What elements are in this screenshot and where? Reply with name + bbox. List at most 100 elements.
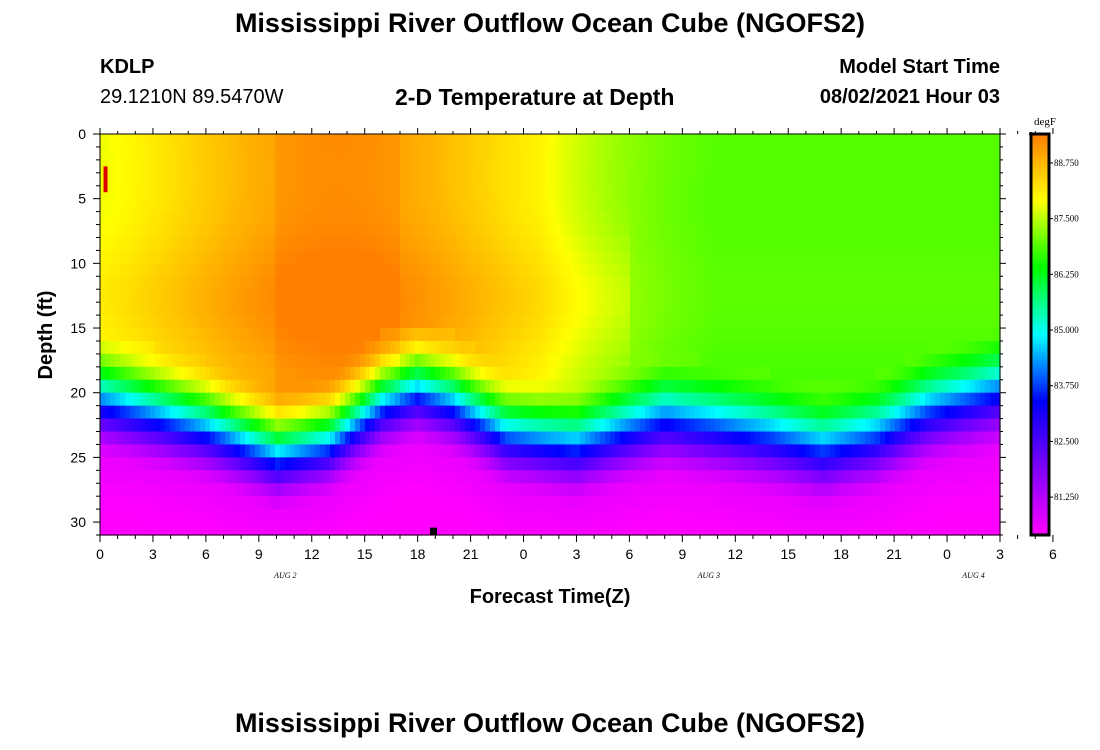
heatmap-cell <box>280 211 286 226</box>
heatmap-cell <box>315 431 321 446</box>
heatmap-cell <box>370 289 376 303</box>
heatmap-cell <box>140 366 146 381</box>
heatmap-cell <box>895 366 901 381</box>
heatmap-cell <box>195 198 201 213</box>
heatmap-cell <box>505 483 511 497</box>
heatmap-cell <box>870 444 876 458</box>
heatmap-cell <box>680 457 686 471</box>
heatmap-cell <box>120 198 126 213</box>
heatmap-cell <box>175 237 181 252</box>
heatmap-cell <box>210 302 216 316</box>
heatmap-cell <box>725 418 731 433</box>
heatmap-cell <box>745 185 751 200</box>
heatmap-cell <box>320 172 326 187</box>
heatmap-cell <box>825 379 831 394</box>
heatmap-cell <box>815 392 821 407</box>
heatmap-cell <box>785 224 791 239</box>
heatmap-cell <box>890 366 896 381</box>
heatmap-cell <box>215 302 221 316</box>
heatmap-cell <box>790 379 796 394</box>
heatmap-cell <box>835 328 841 342</box>
heatmap-cell <box>420 276 426 290</box>
heatmap-cell <box>240 379 246 394</box>
heatmap-cell <box>520 470 526 484</box>
heatmap-cell <box>180 366 186 381</box>
heatmap-cell <box>400 418 406 433</box>
heatmap-cell <box>800 315 806 329</box>
heatmap-cell <box>935 315 941 329</box>
heatmap-cell <box>370 470 376 484</box>
heatmap-cell <box>265 431 271 446</box>
heatmap-cell <box>710 483 716 497</box>
heatmap-cell <box>890 431 896 446</box>
heatmap-cell <box>515 470 521 484</box>
heatmap-cell <box>120 457 126 471</box>
heatmap-cell <box>965 379 971 394</box>
heatmap-cell <box>695 470 701 484</box>
heatmap-cell <box>755 379 761 394</box>
heatmap-cell <box>925 172 931 187</box>
heatmap-cell <box>905 224 911 239</box>
heatmap-cell <box>145 405 151 420</box>
heatmap-cell <box>145 263 151 277</box>
heatmap-cell <box>560 237 566 252</box>
heatmap-cell <box>830 263 836 277</box>
heatmap-cell <box>500 302 506 316</box>
heatmap-cell <box>865 289 871 303</box>
heatmap-cell <box>110 418 116 433</box>
heatmap-cell <box>900 134 906 148</box>
heatmap-cell <box>930 224 936 239</box>
heatmap-cell <box>990 146 996 161</box>
heatmap-cell <box>730 263 736 277</box>
heatmap-cell <box>905 263 911 277</box>
heatmap-cell <box>850 457 856 471</box>
heatmap-cell <box>720 263 726 277</box>
heatmap-cell <box>250 224 256 239</box>
heatmap-cell <box>760 315 766 329</box>
heatmap-cell <box>635 237 641 252</box>
heatmap-cell <box>120 470 126 484</box>
heatmap-cell <box>455 250 461 264</box>
heatmap-cell <box>230 276 236 290</box>
heatmap-cell <box>805 340 811 355</box>
heatmap-cell <box>560 302 566 316</box>
heatmap-cell <box>140 211 146 226</box>
heatmap-cell <box>250 159 256 174</box>
heatmap-cell <box>575 457 581 471</box>
heatmap-cell <box>930 159 936 174</box>
heatmap-cell <box>740 328 746 342</box>
heatmap-cell <box>160 263 166 277</box>
heatmap-cell <box>585 444 591 458</box>
heatmap-cell <box>970 302 976 316</box>
heatmap-cell <box>540 146 546 161</box>
heatmap-cell <box>440 289 446 303</box>
heatmap-cell <box>295 237 301 252</box>
heatmap-cell <box>380 470 386 484</box>
heatmap-cell <box>920 289 926 303</box>
heatmap-cell <box>300 263 306 277</box>
heatmap-cell <box>960 276 966 290</box>
heatmap-cell <box>855 263 861 277</box>
heatmap-cell <box>825 159 831 174</box>
heatmap-cell <box>650 159 656 174</box>
heatmap-cell <box>465 470 471 484</box>
heatmap-cell <box>550 263 556 277</box>
heatmap-cell <box>375 392 381 407</box>
heatmap-cell <box>390 146 396 161</box>
heatmap-cell <box>300 185 306 200</box>
heatmap-cell <box>895 405 901 420</box>
heatmap-cell <box>425 276 431 290</box>
heatmap-cell <box>670 366 676 381</box>
heatmap-cell <box>395 366 401 381</box>
heatmap-cell <box>915 431 921 446</box>
heatmap-cell <box>395 250 401 264</box>
heatmap-cell <box>300 328 306 342</box>
heatmap-cell <box>825 224 831 239</box>
heatmap-cell <box>910 185 916 200</box>
heatmap-cell <box>885 470 891 484</box>
heatmap-cell <box>560 366 566 381</box>
heatmap-cell <box>480 250 486 264</box>
heatmap-cell <box>360 224 366 239</box>
heatmap-cell <box>520 302 526 316</box>
heatmap-cell <box>605 483 611 497</box>
